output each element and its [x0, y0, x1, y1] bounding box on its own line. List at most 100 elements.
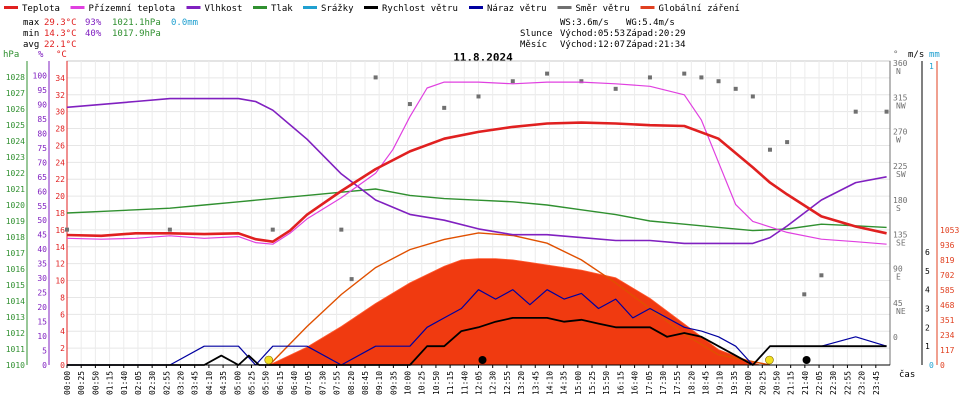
x-tick-label: 09:35: [389, 371, 398, 395]
tick-degc: 12: [55, 260, 65, 269]
legend-swatch-0: [4, 6, 18, 9]
tick-degc: 32: [55, 91, 65, 100]
moonrise-marker: [478, 356, 487, 364]
x-tick-label: 10:25: [418, 371, 427, 395]
tick-pct: 75: [37, 144, 47, 153]
x-tick-label: 06:40: [290, 371, 299, 395]
stat-avg-label: avg: [23, 40, 39, 50]
wind-direction-point: [65, 227, 69, 232]
legend-label-7: Směr větru: [576, 4, 630, 14]
x-tick-label: 18:45: [702, 371, 711, 395]
x-tick-label: 11:15: [446, 371, 455, 395]
tick-degc: 22: [55, 175, 65, 184]
tick-pct: 20: [37, 303, 47, 312]
legend-label-4: Srážky: [321, 4, 354, 14]
wind-direction-point: [647, 75, 652, 80]
x-tick-label: 22:05: [815, 371, 824, 395]
tick-hpa: 1014: [6, 297, 25, 306]
stat-min-press: 1017.9hPa: [112, 29, 161, 39]
wind-direction-point: [802, 292, 807, 297]
tick-dir: N: [896, 67, 901, 76]
x-tick-label: 07:05: [304, 371, 313, 395]
tick-hpa: 1027: [6, 89, 25, 98]
tick-pct: 0: [42, 361, 47, 370]
x-tick-label: 04:10: [205, 371, 214, 395]
legend-label-8: Globální záření: [659, 4, 740, 14]
wind-direction-point: [270, 227, 275, 232]
x-tick-label: 08:20: [347, 371, 356, 395]
wind-direction-point: [339, 227, 344, 232]
x-tick-label: 01:15: [106, 371, 115, 395]
tick-degc: 26: [55, 141, 65, 150]
x-tick-label: 07:30: [318, 371, 327, 395]
wind-direction-point: [853, 109, 858, 114]
x-tick-label: 17:55: [673, 371, 682, 395]
tick-degc: 20: [55, 192, 65, 201]
tick-pct: 95: [37, 86, 47, 95]
x-tick-label: 16:40: [631, 371, 640, 395]
moonset-marker: [802, 356, 811, 364]
tick-pct: 85: [37, 115, 47, 124]
legend-swatch-2: [186, 6, 201, 9]
legend-swatch-7: [557, 6, 572, 9]
legend: Teplota Přízemní teplota Vlhkost Tlak Srážky…: [4, 4, 740, 14]
tick-rad: 936: [940, 241, 955, 250]
stat-min-temp: 14.3°C: [44, 29, 77, 39]
sun-set: Západ:20:29: [626, 29, 686, 39]
x-tick-label: 22:30: [829, 371, 838, 395]
x-tick-label: 10:50: [432, 371, 441, 395]
axis-title-hpa: hPa: [3, 50, 19, 60]
x-tick-label: 22:55: [843, 371, 852, 395]
tick-pct: 35: [37, 260, 47, 269]
x-tick-label: 11:40: [460, 371, 469, 395]
legend-swatch-6: [469, 6, 483, 9]
legend-label-6: Náraz větru: [487, 4, 547, 14]
tick-pct: 30: [37, 274, 47, 283]
tick-hpa: 1028: [6, 73, 25, 82]
tick-hpa: 1018: [6, 233, 25, 242]
tick-hpa: 1019: [6, 217, 25, 226]
x-tick-label: 02:30: [148, 371, 157, 395]
x-tick-label: 02:05: [134, 371, 143, 395]
tick-hpa: 1015: [6, 281, 25, 290]
tick-hpa: 1013: [6, 313, 25, 322]
tick-mm: 0: [929, 361, 934, 370]
wind-direction-point: [682, 71, 687, 76]
wind-direction-point: [884, 109, 889, 114]
tick-hpa: 1012: [6, 329, 25, 338]
wind-direction-point: [167, 227, 172, 232]
x-tick-label: 20:25: [758, 371, 767, 395]
x-tick-label: 19:10: [716, 371, 725, 395]
sunrise-marker: [264, 355, 274, 365]
wind-wg: WG:5.4m/s: [626, 18, 675, 28]
tick-degc: 24: [55, 158, 65, 167]
tick-hpa: 1022: [6, 169, 25, 178]
wind-direction-point: [510, 79, 515, 84]
x-tick-label: 15:25: [588, 371, 597, 395]
tick-dir: E: [896, 273, 901, 282]
tick-rad: 585: [940, 286, 955, 295]
tick-dir: NW: [896, 101, 906, 110]
legend-swatch-1: [70, 6, 85, 9]
x-tick-label: 18:20: [687, 371, 696, 395]
tick-degc: 2: [60, 344, 65, 353]
tick-degc: 28: [55, 125, 65, 134]
x-tick-label: 05:50: [262, 371, 271, 395]
wind-direction-point: [407, 102, 412, 107]
tick-deg: 45: [893, 299, 903, 308]
x-tick-label: 01:40: [120, 371, 129, 395]
tick-degc: 0: [60, 361, 65, 370]
stat-min-label: min: [23, 29, 39, 39]
tick-degc: 30: [55, 108, 65, 117]
x-tick-label: 13:20: [517, 371, 526, 395]
stat-max-temp: 29.3°C: [44, 18, 77, 28]
x-tick-label: 03:20: [177, 371, 186, 395]
x-tick-label: 19:35: [730, 371, 739, 395]
moon-set: Západ:21:34: [626, 40, 686, 50]
tick-rad: 351: [940, 316, 955, 325]
axis-title-mm: mm: [929, 50, 940, 60]
tick-pct: 80: [37, 129, 47, 138]
sunset-marker: [765, 355, 774, 365]
tick-deg: 315: [893, 93, 908, 102]
stat-max-label: max: [23, 18, 40, 28]
